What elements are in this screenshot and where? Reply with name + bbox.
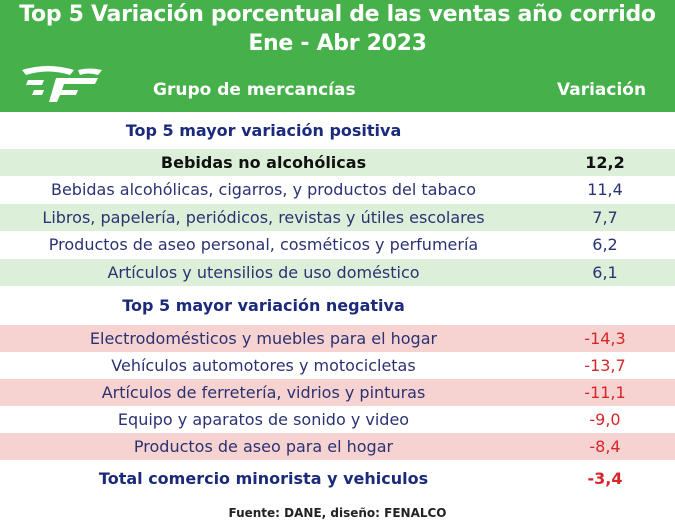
page-title: Top 5 Variación porcentual de las ventas… (19, 2, 656, 27)
row-label: Libros, papelería, periódicos, revistas … (42, 208, 485, 227)
row-label: Vehículos automotores y motocicletas (111, 356, 416, 375)
table-row: Electrodomésticos y muebles para el hoga… (0, 325, 675, 352)
table-header: Top 5 Variación porcentual de las ventas… (0, 0, 675, 112)
table-row: Artículos de ferretería, vidrios y pintu… (0, 379, 675, 406)
row-value: -11,1 (584, 383, 626, 402)
table-row: Bebidas no alcohólicas 12,2 (0, 149, 675, 176)
section-heading-negative: Top 5 mayor variación negativa (122, 296, 405, 315)
row-value: 7,7 (592, 208, 618, 227)
row-label: Productos de aseo personal, cosméticos y… (48, 235, 479, 254)
fenalco-logo-icon (22, 66, 102, 102)
row-value: 11,4 (587, 180, 623, 199)
table-row: Productos de aseo para el hogar -8,4 (0, 433, 675, 460)
row-value: 6,2 (592, 235, 618, 254)
row-label: Equipo y aparatos de sonido y video (117, 410, 410, 429)
table-row: Equipo y aparatos de sonido y video -9,0 (0, 406, 675, 433)
table-row: Vehículos automotores y motocicletas -13… (0, 352, 675, 379)
row-value: 6,1 (592, 263, 618, 282)
table-row: Productos de aseo personal, cosméticos y… (0, 231, 675, 258)
row-label: Artículos de ferretería, vidrios y pintu… (101, 383, 426, 402)
row-label: Electrodomésticos y muebles para el hoga… (89, 329, 438, 348)
row-label: Bebidas no alcohólicas (160, 153, 367, 172)
column-header-variation: Variación (557, 80, 647, 100)
total-label: Total comercio minorista y vehiculos (98, 469, 429, 488)
row-value: -8,4 (589, 437, 621, 456)
source-note: Fuente: DANE, diseño: FENALCO (228, 506, 447, 520)
row-label: Bebidas alcohólicas, cigarros, y product… (50, 180, 477, 199)
row-label: Artículos y utensilios de uso doméstico (107, 263, 420, 282)
page-subtitle: Ene - Abr 2023 (248, 31, 427, 56)
row-value: -13,7 (584, 356, 626, 375)
table-row: Libros, papelería, periódicos, revistas … (0, 204, 675, 231)
row-value: 12,2 (585, 153, 625, 172)
total-value: -3,4 (587, 469, 623, 488)
table-row: Bebidas alcohólicas, cigarros, y product… (0, 176, 675, 203)
column-header-group: Grupo de mercancías (153, 80, 356, 100)
row-label: Productos de aseo para el hogar (133, 437, 394, 456)
row-value: -9,0 (589, 410, 621, 429)
section-heading-positive: Top 5 mayor variación positiva (125, 121, 402, 140)
total-row: Total comercio minorista y vehiculos -3,… (0, 465, 675, 492)
table-row: Artículos y utensilios de uso doméstico … (0, 259, 675, 286)
row-value: -14,3 (584, 329, 626, 348)
